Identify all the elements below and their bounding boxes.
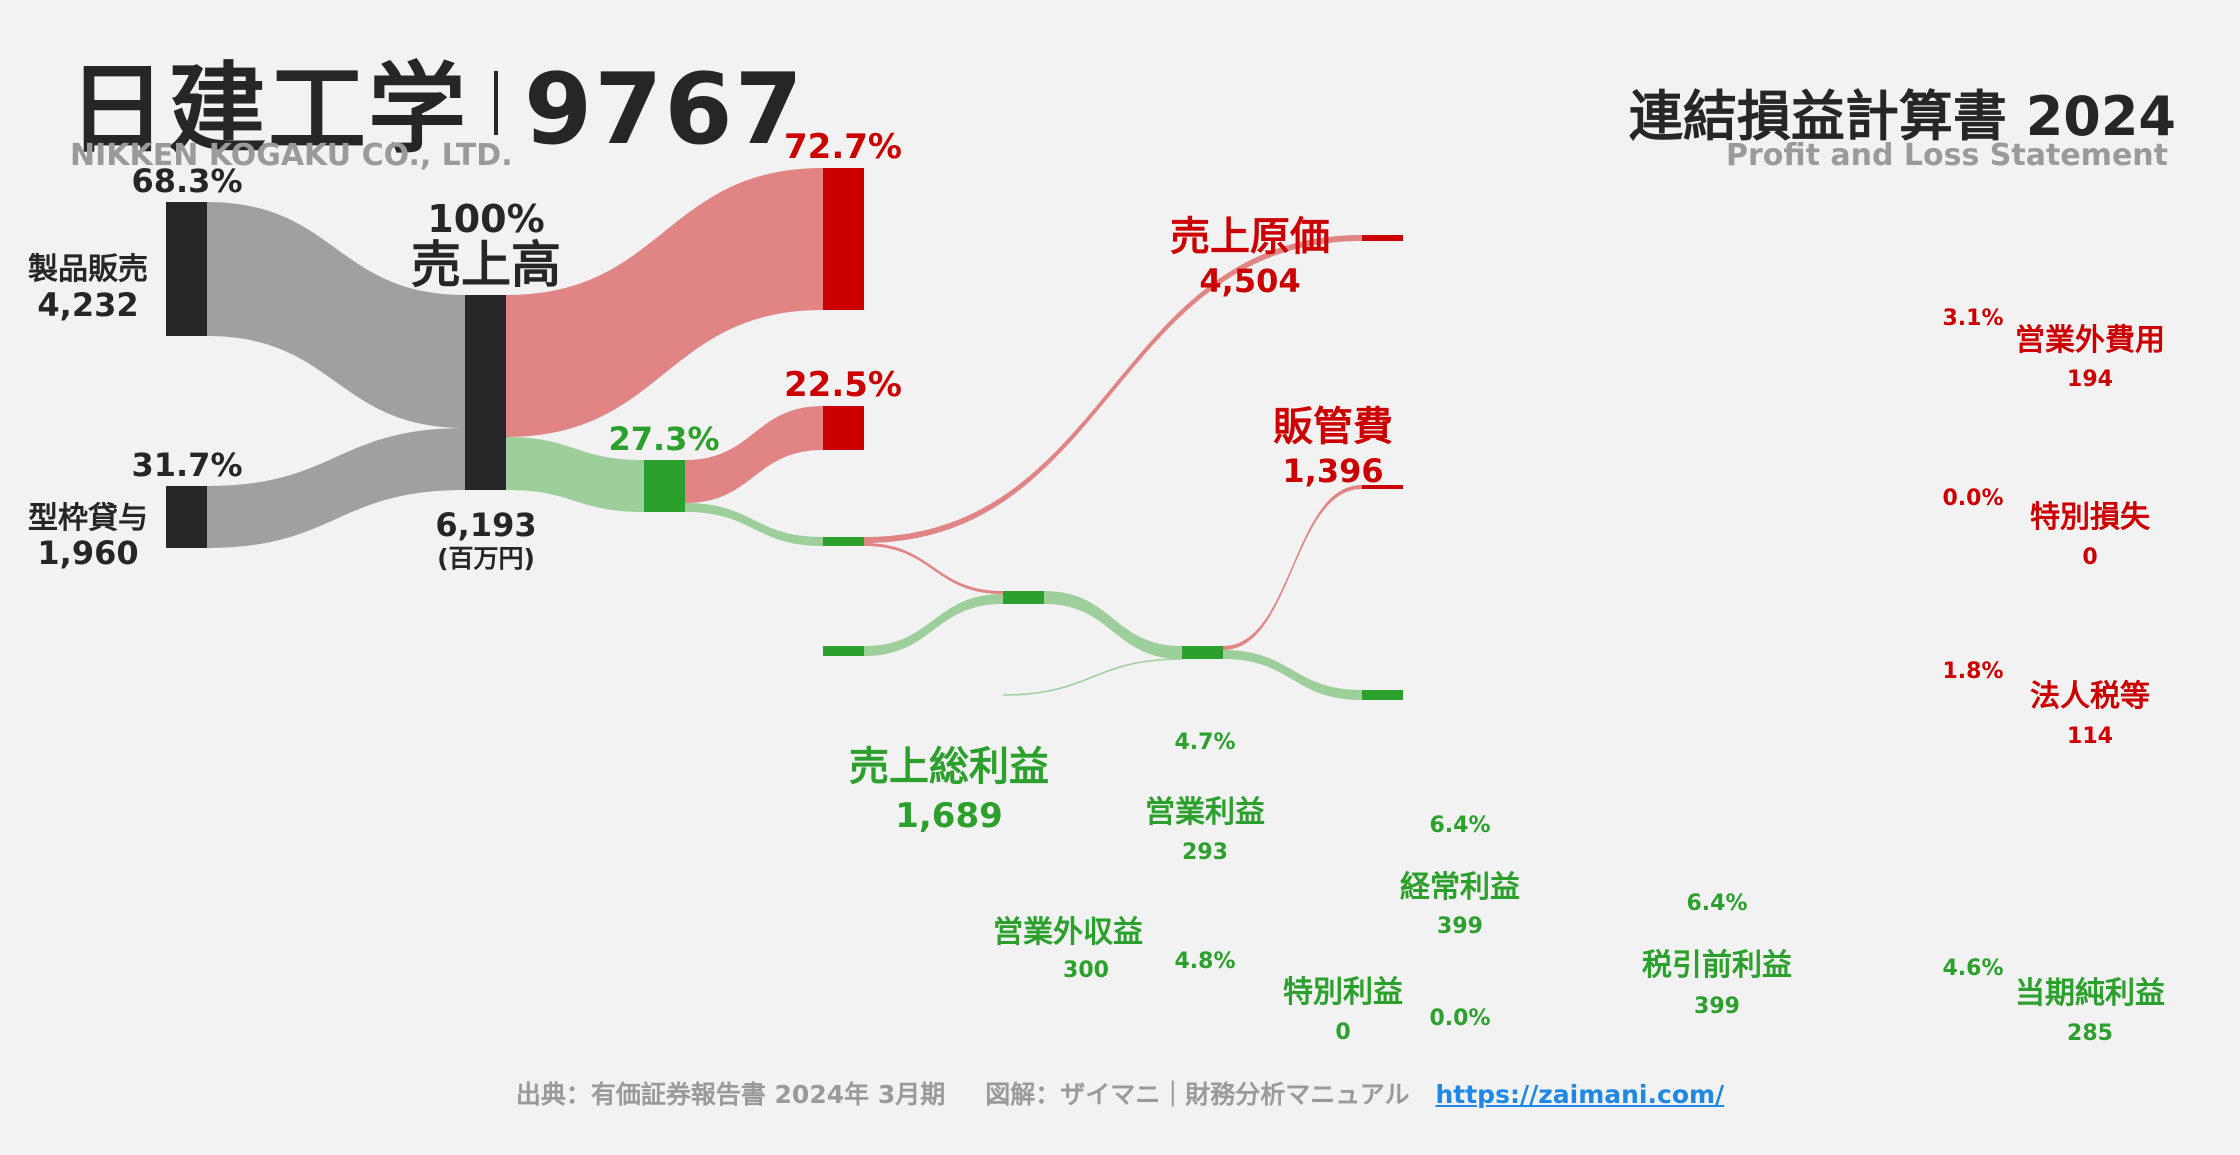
pct-revenue: 100%	[427, 197, 544, 241]
node-formwork-rental	[166, 486, 207, 548]
pct-gross-profit: 27.3%	[608, 420, 719, 458]
label-net-income: 当期純利益	[2015, 976, 2165, 1011]
flow-operating-income-to-ordinary-income	[864, 543, 1003, 594]
source-note: 出典：有価証券報告書 2024年 3月期	[515, 1080, 946, 1109]
pct-formwork-rental: 31.7%	[131, 446, 242, 484]
ticker-code: 9767	[524, 53, 805, 167]
flow-revenue-to-cogs	[506, 168, 823, 437]
label-formwork-rental: 型枠貸与	[28, 501, 148, 536]
footer: 出典：有価証券報告書 2024年 3月期 図解：ザイマニ｜財務分析マニュアル htt…	[0, 1075, 2240, 1111]
value-non-op-income: 300	[1063, 958, 1109, 983]
label-non-op-income: 営業外収益	[993, 915, 1143, 950]
pct-extraordinary-income: 0.0%	[1429, 1006, 1490, 1031]
node-non-op-income	[823, 646, 864, 656]
value-non-op-expense: 194	[2067, 367, 2113, 392]
node-revenue	[465, 295, 506, 490]
node-pretax-income	[1182, 646, 1223, 659]
pct-income-tax: 1.8%	[1942, 659, 2003, 684]
label-income-tax: 法人税等	[2030, 679, 2150, 714]
flow-extraordinary-income-to-pretax-income	[1002, 658, 1183, 696]
flow-gross-profit-to-operating-income	[685, 503, 823, 546]
pct-product-sales: 68.3%	[131, 162, 242, 200]
pct-net-income: 4.6%	[1942, 956, 2003, 981]
label-gross-profit: 売上総利益	[849, 744, 1049, 790]
label-pretax-income: 税引前利益	[1642, 948, 1792, 983]
node-sga	[823, 406, 864, 450]
node-non-op-expense	[1362, 235, 1403, 241]
unit-label: (百万円)	[437, 544, 535, 573]
node-cogs	[823, 168, 864, 310]
value-product-sales: 4,232	[37, 286, 138, 324]
node-operating-income	[823, 537, 864, 546]
flow-pretax-income-to-net-income	[1223, 650, 1362, 700]
flow-revenue-to-gross-profit	[506, 437, 644, 512]
value-sga: 1,396	[1282, 452, 1383, 490]
flow-pretax-income-to-income-tax	[1223, 485, 1362, 650]
node-net-income	[1362, 690, 1403, 700]
flow-formwork-rental-to-revenue	[207, 428, 465, 548]
label-sga: 販管費	[1273, 404, 1393, 450]
value-gross-profit: 1,689	[895, 796, 1003, 836]
title-divider	[494, 71, 499, 135]
label-revenue: 売上高	[411, 236, 561, 294]
pct-non-op-expense: 3.1%	[1942, 306, 2003, 331]
flow-operating-income-to-non-op-expense	[864, 235, 1362, 543]
label-cogs: 売上原価	[1170, 214, 1330, 260]
site-link[interactable]: https://zaimani.com/	[1435, 1080, 1725, 1109]
node-gross-profit	[644, 460, 685, 512]
statement-title: 連結損益計算書 2024	[1628, 85, 2176, 148]
value-formwork-rental: 1,960	[37, 534, 138, 572]
node-ordinary-income	[1003, 591, 1044, 604]
flow-ordinary-income-to-pretax-income	[1044, 591, 1182, 659]
pct-pretax-income: 6.4%	[1686, 891, 1747, 916]
label-operating-income: 営業利益	[1145, 795, 1265, 830]
pct-cogs: 72.7%	[784, 127, 902, 167]
label-non-op-expense: 営業外費用	[2015, 323, 2165, 358]
node-income-tax	[1362, 485, 1403, 489]
pct-extraordinary-loss: 0.0%	[1942, 486, 2003, 511]
label-extraordinary-income: 特別利益	[1283, 975, 1403, 1010]
value-extraordinary-loss: 0	[2082, 545, 2097, 570]
value-revenue: 6,193	[435, 506, 536, 544]
label-product-sales: 製品販売	[28, 252, 148, 287]
company-name-en: NIKKEN KOGAKU CO., LTD.	[70, 138, 513, 173]
value-ordinary-income: 399	[1437, 914, 1483, 939]
credit-note: 図解：ザイマニ｜財務分析マニュアル	[985, 1080, 1410, 1109]
flow-gross-profit-to-sga	[685, 406, 823, 503]
statement-subtitle: Profit and Loss Statement	[1725, 138, 2168, 173]
value-operating-income: 293	[1182, 840, 1228, 865]
flow-non-op-income-to-ordinary-income	[864, 594, 1003, 656]
value-income-tax: 114	[2067, 724, 2113, 749]
company-name-jp: 日建工学	[68, 53, 469, 167]
value-net-income: 285	[2067, 1021, 2113, 1046]
pct-non-op-income: 4.8%	[1174, 949, 1235, 974]
value-extraordinary-income: 0	[1335, 1020, 1350, 1045]
label-extraordinary-loss: 特別損失	[2030, 500, 2151, 535]
company-title: 日建工学 9767	[68, 30, 805, 172]
value-pretax-income: 399	[1694, 994, 1740, 1019]
flow-product-sales-to-revenue	[207, 202, 465, 428]
pct-sga: 22.5%	[784, 365, 902, 405]
node-product-sales	[166, 202, 207, 336]
pct-operating-income: 4.7%	[1174, 730, 1235, 755]
label-ordinary-income: 経常利益	[1400, 870, 1520, 905]
pct-ordinary-income: 6.4%	[1429, 813, 1490, 838]
value-cogs: 4,504	[1199, 262, 1300, 300]
